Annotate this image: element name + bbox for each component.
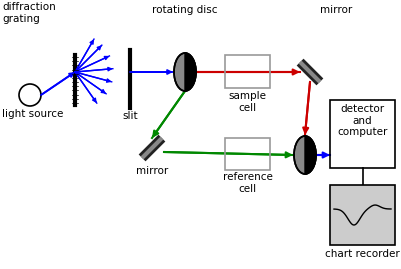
Bar [330,185,395,245]
Ellipse shape [294,136,316,174]
Text: sample
cell: sample cell [229,91,267,113]
Text: light source: light source [2,109,63,119]
Polygon shape [305,136,316,174]
Text: chart recorder: chart recorder [325,249,400,259]
Text: diffraction
grating: diffraction grating [2,2,56,24]
Text: slit: slit [122,111,138,121]
Bar [225,138,270,170]
Text: detector
and
computer: detector and computer [337,104,388,137]
Text: mirror: mirror [320,5,352,15]
Ellipse shape [174,53,196,91]
Text: rotating disc: rotating disc [152,5,218,15]
Text: mirror: mirror [136,166,168,176]
Polygon shape [185,53,196,91]
Bar [225,55,270,88]
Bar [330,100,395,168]
Text: reference
cell: reference cell [223,172,272,194]
